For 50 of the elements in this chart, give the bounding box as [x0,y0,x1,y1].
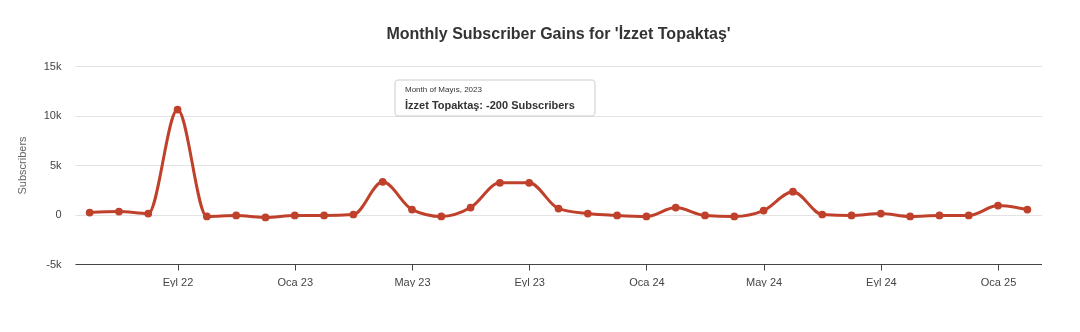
point [525,178,534,187]
point [964,211,973,220]
x-tick-label: Eyl 23 [514,275,545,288]
point [876,209,885,218]
point [847,211,856,220]
point [906,212,915,221]
x-tick-label: Oca 25 [980,275,1017,288]
point [496,178,504,187]
x-tick-label: May 24 [746,275,783,288]
point [408,205,416,214]
y-tick-label: 10k [43,109,62,121]
point [671,203,680,212]
point [789,187,797,196]
point [583,209,592,218]
point [994,201,1002,210]
point [1023,205,1032,214]
point [935,211,944,220]
point [642,212,651,221]
point [290,211,299,220]
point [730,212,739,221]
x-tick-label: Oca 23 [277,275,314,288]
chart-title: Monthly Subscriber Gains for 'İzzet Topaktaş' [386,25,731,42]
point [466,203,475,212]
point [437,212,446,221]
point [701,211,709,220]
x-tick-label: Eyl 24 [866,275,897,288]
point [320,211,328,220]
annotation: Month of Mayıs, 2023 [405,85,483,94]
y-tick-label: 15k [43,59,62,72]
point [232,211,241,220]
y-tick-label: 0 [55,208,62,220]
point [202,212,211,221]
y-tick-label: 5k [49,158,62,171]
point [115,207,123,216]
point [554,204,563,213]
x-tick-label: May 23 [394,275,431,288]
point [85,208,94,217]
point [759,206,768,215]
point [378,177,387,186]
annotation: İzzet Topaktaş: -200 Subscribers [405,99,575,111]
point [173,105,182,114]
point [261,213,270,222]
point [818,210,827,219]
y-axis-title: Subscribers [15,135,28,195]
y-tick-label: -5k [46,257,62,270]
x-tick-label: Oca 24 [629,275,665,288]
point [144,209,153,218]
point [613,211,621,220]
point [349,210,358,219]
x-tick-label: Eyl 22 [162,275,194,288]
